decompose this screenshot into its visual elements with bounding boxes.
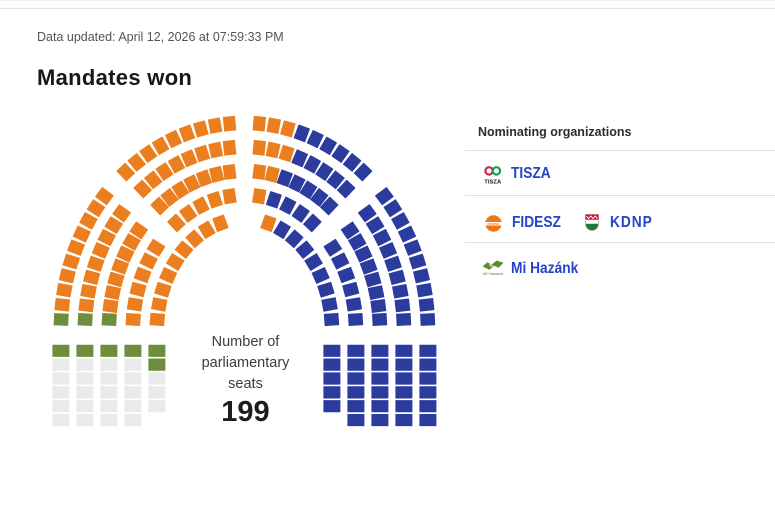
svg-text:TISZA: TISZA	[484, 179, 501, 185]
svg-text:Mi Hazánk: Mi Hazánk	[483, 271, 503, 276]
svg-text:FIDESZ: FIDESZ	[488, 221, 500, 225]
